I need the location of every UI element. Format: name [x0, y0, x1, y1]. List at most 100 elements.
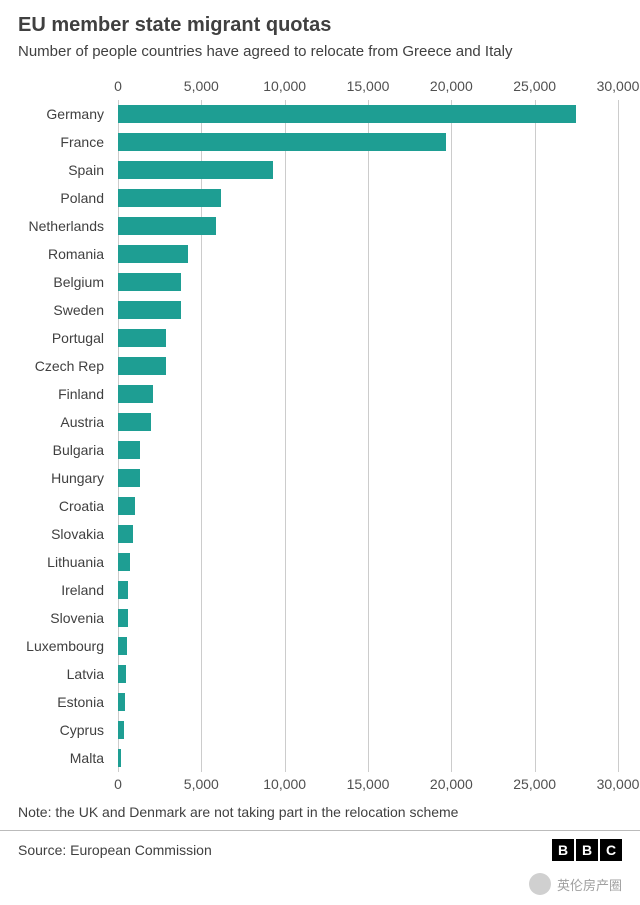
- bar-label: Sweden: [10, 302, 110, 318]
- bar-label: Portugal: [10, 330, 110, 346]
- bar-label: France: [10, 134, 110, 150]
- chart-note: Note: the UK and Denmark are not taking …: [0, 794, 640, 831]
- bar-label: Finland: [10, 386, 110, 402]
- bar-row: Poland: [118, 184, 618, 212]
- bar-label: Czech Rep: [10, 358, 110, 374]
- bar-label: Hungary: [10, 470, 110, 486]
- bar: [118, 161, 273, 179]
- bar-label: Croatia: [10, 498, 110, 514]
- bar-row: Cyprus: [118, 716, 618, 744]
- bar-row: Luxembourg: [118, 632, 618, 660]
- bar: [118, 189, 221, 207]
- bar-row: Austria: [118, 408, 618, 436]
- x-tick-label: 10,000: [263, 78, 306, 94]
- caption-text: 英伦房产圈: [557, 875, 622, 894]
- x-tick-label: 5,000: [184, 78, 219, 94]
- bar-label: Belgium: [10, 274, 110, 290]
- x-tick-label: 5,000: [184, 776, 219, 792]
- bar-label: Germany: [10, 106, 110, 122]
- bar: [118, 609, 128, 627]
- bar: [118, 637, 127, 655]
- bar-row: Czech Rep: [118, 352, 618, 380]
- bar-label: Estonia: [10, 694, 110, 710]
- bar: [118, 525, 133, 543]
- bar-row: Sweden: [118, 296, 618, 324]
- bar-row: France: [118, 128, 618, 156]
- bar: [118, 301, 181, 319]
- bar: [118, 581, 128, 599]
- bar-label: Lithuania: [10, 554, 110, 570]
- bar: [118, 721, 124, 739]
- brand-logo: BBC: [552, 839, 622, 861]
- x-tick-label: 20,000: [430, 78, 473, 94]
- chart-subtitle: Number of people countries have agreed t…: [0, 43, 640, 78]
- bar-row: Malta: [118, 744, 618, 772]
- x-tick-label: 0: [114, 78, 122, 94]
- source-row: Source: European Commission BBC: [0, 831, 640, 869]
- bar-label: Slovakia: [10, 526, 110, 542]
- bar-row: Croatia: [118, 492, 618, 520]
- bar: [118, 357, 166, 375]
- bar: [118, 553, 130, 571]
- chart-container: EU member state migrant quotas Number of…: [0, 0, 640, 905]
- x-tick-label: 25,000: [513, 776, 556, 792]
- x-tick-label: 25,000: [513, 78, 556, 94]
- x-tick-label: 20,000: [430, 776, 473, 792]
- brand-block: C: [600, 839, 622, 861]
- bar-label: Malta: [10, 750, 110, 766]
- bar-row: Hungary: [118, 464, 618, 492]
- bar: [118, 469, 140, 487]
- bar: [118, 245, 188, 263]
- bar-label: Ireland: [10, 582, 110, 598]
- bar: [118, 441, 140, 459]
- bar-row: Romania: [118, 240, 618, 268]
- bar-row: Spain: [118, 156, 618, 184]
- bar: [118, 665, 126, 683]
- bar-row: Germany: [118, 100, 618, 128]
- bar: [118, 749, 121, 767]
- brand-block: B: [552, 839, 574, 861]
- bar-label: Cyprus: [10, 722, 110, 738]
- bar-row: Bulgaria: [118, 436, 618, 464]
- x-tick-label: 10,000: [263, 776, 306, 792]
- bar-row: Estonia: [118, 688, 618, 716]
- x-axis-top: 05,00010,00015,00020,00025,00030,000: [118, 78, 618, 100]
- bar: [118, 329, 166, 347]
- x-tick-label: 0: [114, 776, 122, 792]
- bar: [118, 693, 125, 711]
- bar-row: Portugal: [118, 324, 618, 352]
- bar-label: Bulgaria: [10, 442, 110, 458]
- bar: [118, 217, 216, 235]
- bar: [118, 413, 151, 431]
- bars-area: GermanyFranceSpainPolandNetherlandsRoman…: [118, 100, 618, 772]
- bar: [118, 385, 153, 403]
- bar-label: Austria: [10, 414, 110, 430]
- x-tick-label: 15,000: [347, 776, 390, 792]
- bar-row: Latvia: [118, 660, 618, 688]
- bar-row: Slovakia: [118, 520, 618, 548]
- bar-row: Ireland: [118, 576, 618, 604]
- bar-label: Netherlands: [10, 218, 110, 234]
- bar-row: Slovenia: [118, 604, 618, 632]
- bar: [118, 497, 135, 515]
- bar-row: Belgium: [118, 268, 618, 296]
- bar: [118, 105, 576, 123]
- chart-title: EU member state migrant quotas: [0, 0, 640, 43]
- bar-label: Romania: [10, 246, 110, 262]
- x-tick-label: 30,000: [597, 78, 640, 94]
- bar-label: Luxembourg: [10, 638, 110, 654]
- x-tick-label: 15,000: [347, 78, 390, 94]
- bar-label: Slovenia: [10, 610, 110, 626]
- bar-label: Spain: [10, 162, 110, 178]
- bar-label: Poland: [10, 190, 110, 206]
- bar-row: Lithuania: [118, 548, 618, 576]
- plot-area: 0 5,000 10,000 15,000 20,000 25,000 30,000 Ger…: [0, 78, 640, 794]
- bar: [118, 133, 446, 151]
- x-axis-bottom: 05,00010,00015,00020,00025,00030,000: [118, 772, 618, 794]
- x-tick-label: 30,000: [597, 776, 640, 792]
- source-text: Source: European Commission: [18, 842, 212, 858]
- bar-row: Netherlands: [118, 212, 618, 240]
- caption-avatar-icon: [529, 873, 551, 895]
- grid-line: [618, 100, 619, 772]
- brand-block: B: [576, 839, 598, 861]
